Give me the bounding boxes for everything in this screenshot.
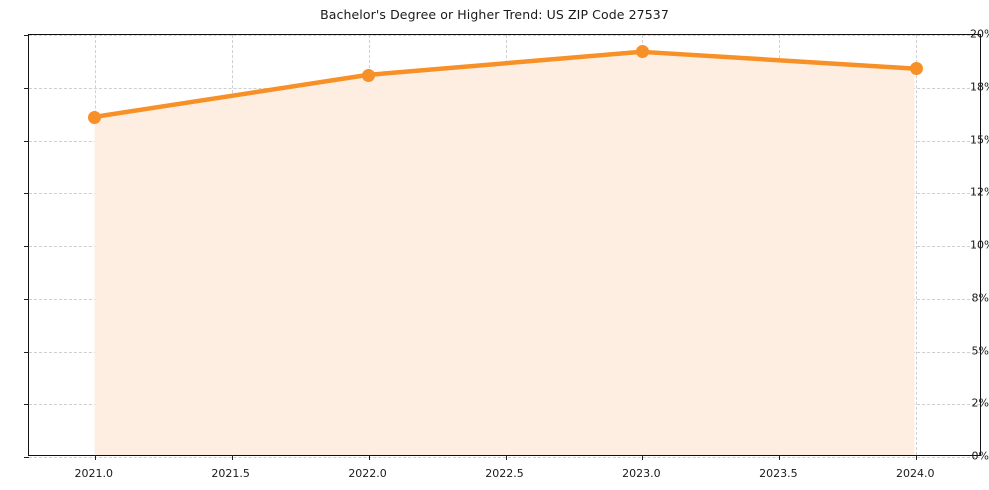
y-tick-mark xyxy=(24,87,29,89)
tick-marks xyxy=(24,35,980,460)
y-tick-mark xyxy=(24,246,29,247)
gridline-vertical xyxy=(779,35,781,455)
y-tick-mark xyxy=(24,193,29,195)
y-tick-mark xyxy=(24,35,29,36)
gridline-horizontal xyxy=(29,193,980,195)
x-tick-label: 2024.0 xyxy=(896,467,935,480)
y-tick-mark xyxy=(24,457,29,458)
gridline-horizontal xyxy=(29,351,980,353)
gridline-vertical xyxy=(368,35,370,455)
area-fill xyxy=(94,51,915,456)
x-tick-mark xyxy=(231,455,233,460)
x-tick-mark xyxy=(779,455,781,460)
gridline-vertical xyxy=(231,35,233,455)
y-tick-mark xyxy=(24,140,29,142)
x-tick-mark xyxy=(916,455,918,460)
y-tick-mark xyxy=(24,351,29,353)
chart-title: Bachelor's Degree or Higher Trend: US ZI… xyxy=(320,7,669,22)
gridline-horizontal xyxy=(29,246,980,247)
gridline-vertical xyxy=(505,35,507,455)
y-tick-mark xyxy=(24,298,29,300)
x-tick-label: 2023.5 xyxy=(759,467,798,480)
data-point-marker xyxy=(88,110,102,124)
gridline-horizontal xyxy=(29,87,980,89)
data-point-marker xyxy=(909,62,923,76)
x-tick-label: 2022.0 xyxy=(348,467,387,480)
x-tick-mark xyxy=(94,455,96,460)
data-point-marker xyxy=(362,68,376,82)
x-tick-mark xyxy=(642,455,644,460)
x-tick-label: 2021.5 xyxy=(211,467,250,480)
data-point-marker xyxy=(635,45,649,59)
x-tick-label: 2022.5 xyxy=(485,467,524,480)
gridline-vertical xyxy=(642,35,644,455)
gridlines xyxy=(29,35,980,458)
gridline-horizontal xyxy=(29,404,980,406)
gridline-vertical xyxy=(94,35,96,455)
plot-area xyxy=(24,34,981,460)
gridline-horizontal xyxy=(29,35,980,36)
x-tick-mark xyxy=(505,455,507,460)
x-tick-label: 2021.0 xyxy=(74,467,113,480)
series-layer xyxy=(29,35,980,456)
gridline-vertical xyxy=(916,35,918,455)
x-tick-mark xyxy=(368,455,370,460)
trend-line xyxy=(92,49,917,120)
line-series-svg xyxy=(92,49,917,456)
x-tick-label: 2023.0 xyxy=(622,467,661,480)
gridline-horizontal xyxy=(29,457,980,458)
y-tick-mark xyxy=(24,404,29,406)
gridline-horizontal xyxy=(29,140,980,142)
gridline-horizontal xyxy=(29,298,980,300)
